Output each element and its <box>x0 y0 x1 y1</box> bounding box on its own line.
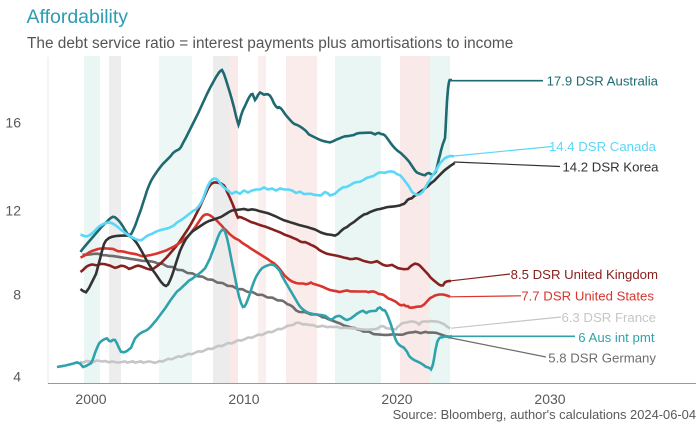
svg-text:The debt service ratio = inter: The debt service ratio = interest paymen… <box>27 35 513 52</box>
svg-text:2020: 2020 <box>381 391 412 407</box>
svg-text:4: 4 <box>13 369 21 385</box>
svg-text:2010: 2010 <box>228 391 259 407</box>
svg-text:Affordability: Affordability <box>27 6 129 28</box>
svg-text:17.9 DSR Australia: 17.9 DSR Australia <box>547 73 659 88</box>
svg-text:16: 16 <box>5 115 21 131</box>
svg-text:8: 8 <box>13 287 21 303</box>
svg-text:Source: Bloomberg, author's ca: Source: Bloomberg, author's calculations… <box>393 407 696 422</box>
svg-text:8.5 DSR United Kingdom: 8.5 DSR United Kingdom <box>511 267 658 282</box>
svg-text:14.2 DSR Korea: 14.2 DSR Korea <box>562 159 659 174</box>
svg-text:12: 12 <box>5 203 21 219</box>
svg-text:14.4 DSR Canada: 14.4 DSR Canada <box>549 139 657 154</box>
svg-text:2030: 2030 <box>534 391 565 407</box>
svg-text:5.8 DSR Germany: 5.8 DSR Germany <box>548 350 656 365</box>
svg-text:6 Aus int pmt: 6 Aus int pmt <box>578 330 655 345</box>
svg-text:6.3 DSR France: 6.3 DSR France <box>561 310 656 325</box>
svg-text:7.7 DSR United States: 7.7 DSR United States <box>521 288 654 303</box>
svg-text:2000: 2000 <box>75 391 106 407</box>
